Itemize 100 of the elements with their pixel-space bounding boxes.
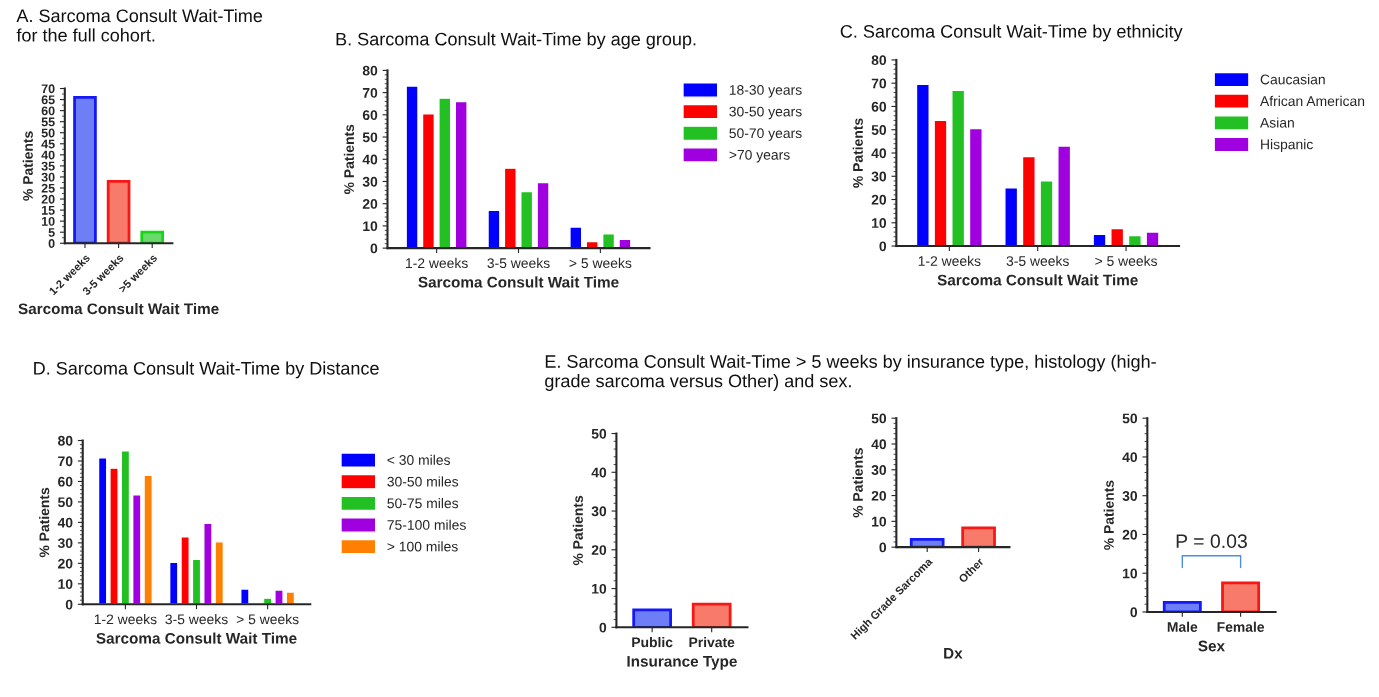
legend-label: 18-30 years: [729, 85, 802, 98]
y-tick-label: 10: [1123, 568, 1138, 579]
y-tick-label: 15: [41, 206, 55, 215]
y-axis-title: % Patients: [343, 124, 355, 195]
y-tick-label: 60: [41, 106, 55, 116]
y-tick-label: 40: [591, 467, 607, 478]
y-tick-label: 55: [41, 117, 55, 127]
y-tick-label: 60: [871, 101, 887, 112]
y-tick-label: 50: [1122, 413, 1138, 424]
y-tick-label: 20: [58, 558, 73, 569]
y-tick-label: 70: [362, 87, 378, 98]
x-tick-label: 3-5 weeks: [1006, 255, 1069, 266]
chart-title: A. Sarcoma Consult Wait-Time for the full cohort.: [16, 8, 263, 42]
legend-label: 30-50 miles: [387, 476, 459, 487]
y-tick-label: 10: [592, 583, 607, 594]
y-tick-label: 80: [362, 65, 378, 76]
y-tick-label: 30: [871, 465, 887, 475]
y-tick-label: 20: [871, 194, 887, 205]
bar: [503, 167, 517, 249]
y-tick-label: 70: [58, 456, 73, 467]
y-axis-title: % Patients: [1103, 480, 1114, 550]
legend-label: Asian: [1260, 117, 1294, 128]
bar: [1092, 233, 1107, 247]
bar: [1021, 155, 1036, 247]
y-tick-label: 5: [48, 228, 55, 237]
bar: [191, 558, 202, 605]
bar: [487, 209, 501, 249]
bar: [1057, 145, 1072, 247]
y-tick-label: 60: [362, 110, 378, 120]
annotation: P = 0.03: [1176, 534, 1247, 549]
y-tick-label: 35: [41, 161, 55, 171]
x-tick-label: 3-5 weeks: [487, 257, 550, 269]
y-tick-label: 0: [1130, 607, 1138, 618]
x-tick-label: 1-2 weeks: [918, 255, 981, 266]
x-axis-title: Sex: [1198, 640, 1225, 652]
y-tick-label: 0: [879, 542, 887, 553]
y-axis-title: % Patients: [39, 487, 50, 558]
legend-label: 75-100 miles: [387, 519, 466, 530]
x-tick-label: > 5 weeks: [1095, 255, 1157, 266]
x-tick-label: > 5 weeks: [236, 614, 299, 625]
bar: [1039, 180, 1054, 247]
legend-label: 30-50 years: [729, 106, 802, 120]
chart-title: B. Sarcoma Consult Wait-Time by age group.: [336, 32, 696, 50]
bar: [520, 190, 534, 249]
y-tick-label: 40: [362, 154, 378, 165]
y-tick-label: 30: [41, 172, 55, 182]
bar: [97, 457, 108, 605]
y-tick-label: 45: [41, 139, 55, 149]
y-axis-title: % Patients: [852, 118, 863, 188]
x-tick-label: 1-2 weeks: [94, 614, 157, 625]
y-tick-label: 40: [1122, 452, 1138, 463]
y-axis-title: % Patients: [22, 131, 33, 201]
chart-title: D. Sarcoma Consult Wait-Time by Distance: [34, 361, 379, 379]
y-axis-title: % Patients: [852, 448, 863, 518]
y-tick-label: 40: [871, 439, 887, 450]
y-tick-label: 10: [363, 221, 378, 232]
y-tick-label: 50: [58, 497, 73, 508]
y-tick-label: 50: [871, 413, 887, 424]
bar: [968, 127, 983, 247]
bar: [421, 113, 436, 249]
y-tick-label: 25: [41, 183, 55, 193]
x-axis-title: Dx: [944, 648, 963, 659]
y-tick-label: 0: [65, 599, 73, 610]
y-tick-label: 30: [871, 171, 887, 182]
bar: [951, 89, 966, 247]
x-tick-label: Female: [1217, 621, 1265, 632]
x-tick-label: 1-2 weeks: [406, 257, 468, 269]
chart-title: C. Sarcoma Consult Wait-Time by ethnicity: [840, 24, 1183, 42]
bar: [601, 232, 616, 249]
y-tick-label: 40: [57, 517, 73, 528]
y-tick-label: 0: [879, 241, 887, 252]
legend-label: 50-70 years: [729, 128, 802, 141]
y-tick-label: 40: [871, 148, 887, 159]
y-tick-label: 10: [41, 216, 55, 226]
legend-label: Caucasian: [1260, 74, 1325, 85]
bar: [109, 467, 119, 605]
bar: [274, 589, 284, 605]
x-tick-label: Private: [689, 637, 735, 648]
y-tick-label: 70: [41, 84, 55, 94]
y-tick-label: 20: [591, 545, 607, 555]
x-axis-title: Sarcoma Consult Wait Time: [96, 632, 297, 644]
bar: [438, 97, 452, 249]
bar: [1110, 227, 1125, 247]
x-axis-title: Sarcoma Consult Wait Time: [937, 274, 1138, 286]
y-tick-label: 80: [58, 435, 73, 446]
x-tick-label: Male: [1167, 621, 1198, 632]
x-tick-label: Public: [632, 637, 673, 648]
bar: [405, 85, 419, 249]
legend-label: African American: [1260, 95, 1365, 107]
y-tick-label: 20: [871, 490, 887, 501]
x-axis-title: Sarcoma Consult Wait Time: [418, 276, 619, 288]
bar: [1004, 187, 1019, 247]
y-tick-label: 40: [41, 150, 55, 160]
legend-label: < 30 miles: [387, 454, 450, 465]
text: E. Sarcoma Consult Wait-Time > 5 weeks by insurance type, histology (high- grade sarcoma versus Other) and sex.: [545, 354, 1156, 391]
y-tick-label: 20: [41, 194, 55, 204]
y-tick-label: 30: [57, 538, 73, 549]
legend-label: Hispanic: [1261, 139, 1313, 153]
x-tick-label: > 5 weeks: [569, 257, 632, 269]
y-tick-label: 60: [58, 476, 73, 487]
